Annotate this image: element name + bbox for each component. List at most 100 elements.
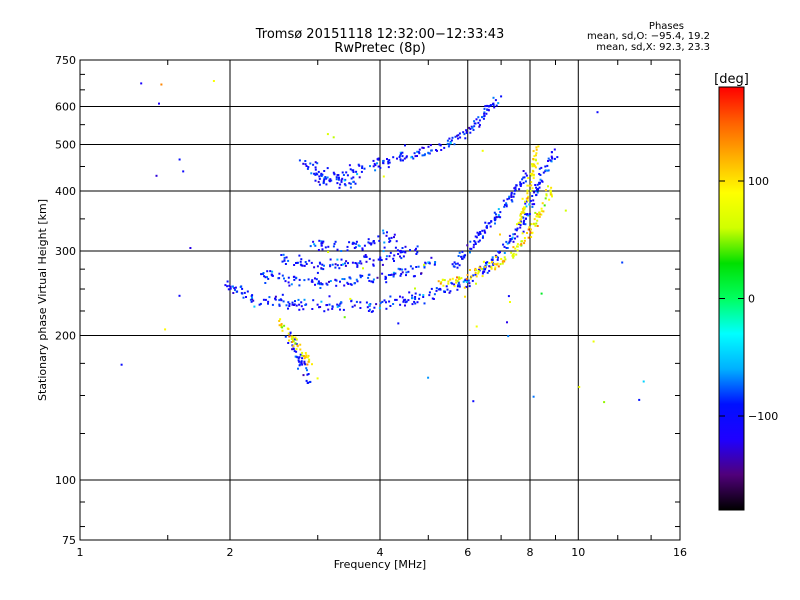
- data-point: [474, 273, 477, 276]
- data-point: [323, 178, 326, 181]
- data-point: [356, 264, 359, 267]
- data-point: [402, 300, 405, 303]
- data-point: [280, 324, 283, 327]
- data-point: [433, 293, 436, 296]
- data-point: [392, 303, 395, 305]
- data-point: [482, 260, 485, 263]
- data-point: [477, 232, 480, 235]
- data-point: [393, 233, 396, 236]
- data-point: [487, 105, 490, 108]
- data-point: [469, 269, 471, 271]
- data-point: [160, 83, 163, 86]
- data-point: [526, 213, 529, 215]
- data-point: [526, 192, 529, 195]
- data-point: [303, 279, 306, 282]
- data-point: [317, 249, 320, 251]
- y-tick-label: 300: [55, 245, 76, 258]
- data-point: [397, 322, 400, 325]
- data-point: [316, 303, 319, 306]
- data-point: [339, 183, 342, 186]
- data-point: [405, 271, 408, 274]
- data-point: [336, 182, 339, 185]
- x-tick-label: 10: [571, 546, 585, 559]
- data-point: [387, 166, 390, 169]
- data-point: [259, 302, 262, 305]
- data-point: [370, 310, 373, 313]
- data-point: [453, 285, 456, 288]
- data-point: [546, 169, 549, 172]
- data-point: [538, 173, 541, 175]
- data-point: [410, 156, 413, 159]
- data-point: [481, 229, 484, 232]
- data-point: [317, 280, 320, 283]
- data-point: [352, 169, 355, 172]
- data-point: [516, 249, 519, 252]
- data-point: [533, 191, 536, 194]
- data-point: [302, 162, 305, 165]
- data-point: [470, 247, 473, 250]
- data-point: [305, 263, 308, 265]
- data-point: [500, 258, 503, 260]
- data-point: [536, 213, 539, 216]
- data-point: [387, 274, 390, 276]
- data-point: [512, 246, 515, 249]
- data-point: [512, 255, 515, 257]
- data-point: [513, 192, 516, 195]
- data-point: [408, 291, 411, 294]
- data-point: [465, 129, 468, 132]
- data-point: [509, 239, 512, 242]
- data-point: [450, 139, 453, 142]
- data-point: [519, 185, 522, 187]
- data-point: [456, 276, 458, 279]
- data-point: [457, 255, 460, 257]
- data-point: [477, 234, 480, 236]
- data-point: [381, 263, 384, 266]
- data-point: [603, 401, 606, 404]
- data-point: [471, 126, 474, 129]
- data-point: [326, 304, 329, 306]
- data-point: [295, 348, 298, 351]
- data-point: [439, 288, 442, 291]
- data-point: [299, 343, 302, 346]
- data-point: [243, 291, 246, 294]
- data-point: [474, 235, 477, 238]
- data-point: [287, 301, 290, 304]
- data-point: [466, 244, 469, 247]
- data-point: [292, 336, 295, 339]
- data-point: [353, 304, 356, 307]
- data-point: [359, 274, 362, 277]
- data-point: [505, 203, 508, 206]
- data-point: [344, 264, 347, 267]
- data-point: [427, 261, 430, 264]
- data-point: [531, 172, 534, 175]
- data-point: [479, 231, 482, 233]
- data-point: [381, 272, 384, 275]
- data-point: [372, 159, 375, 162]
- data-point: [516, 243, 519, 246]
- data-point: [317, 180, 320, 183]
- x-tick-label: 16: [673, 546, 687, 559]
- data-point: [358, 245, 361, 248]
- data-point: [488, 269, 491, 272]
- data-point: [481, 236, 484, 239]
- data-point: [321, 173, 324, 176]
- data-point: [481, 149, 484, 152]
- data-point: [343, 183, 346, 186]
- data-point: [224, 284, 227, 287]
- data-point: [432, 298, 435, 300]
- data-point: [481, 268, 484, 271]
- data-point: [528, 203, 531, 206]
- data-point: [344, 262, 346, 265]
- data-point: [311, 363, 313, 366]
- data-point: [422, 147, 425, 149]
- data-point: [538, 186, 541, 189]
- data-point: [477, 268, 480, 271]
- data-point: [372, 264, 375, 267]
- data-point: [351, 305, 354, 308]
- data-point: [511, 253, 514, 256]
- data-point: [523, 206, 526, 209]
- data-point: [404, 251, 407, 254]
- data-point: [473, 240, 476, 243]
- data-point: [430, 149, 433, 152]
- data-point: [388, 255, 391, 258]
